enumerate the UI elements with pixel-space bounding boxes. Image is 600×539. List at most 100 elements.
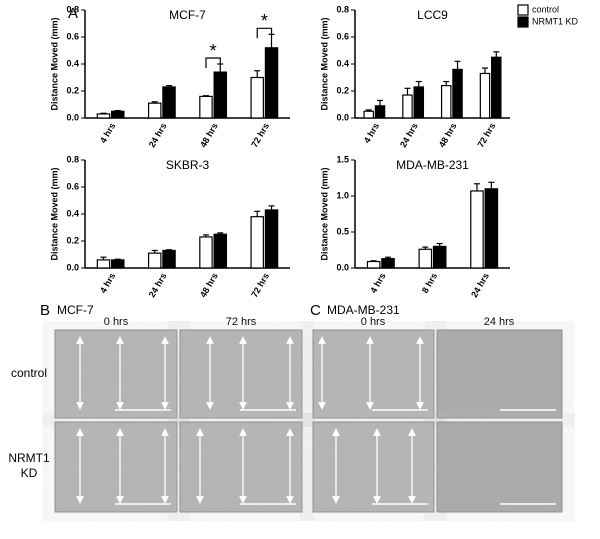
significance-mark: *	[261, 11, 268, 31]
bar	[162, 86, 176, 119]
bar	[213, 233, 228, 269]
x-tick-label: 24 hrs	[398, 121, 420, 149]
micrograph-texture	[313, 330, 434, 418]
significance-mark: *	[210, 41, 217, 61]
panel-label: C	[310, 302, 321, 319]
legend-swatch	[517, 4, 529, 16]
micrograph-texture	[55, 422, 177, 512]
y-tick-label: 0.4	[336, 58, 349, 68]
chart-title: SKBR-3	[166, 158, 210, 172]
bar	[199, 236, 213, 269]
bar	[162, 249, 176, 269]
bar	[418, 248, 433, 269]
y-tick-label: 0.0	[66, 112, 79, 122]
column-label: 0 hrs	[361, 316, 386, 328]
x-tick-label: 4 hrs	[368, 271, 387, 295]
y-tick-label: 0.8	[66, 154, 79, 164]
y-axis-label: Distance Moved (mm)	[49, 167, 59, 260]
panel-label: B	[40, 302, 50, 319]
micrograph-texture	[180, 422, 302, 512]
y-tick-label: 0.0	[66, 262, 79, 272]
bar	[264, 209, 279, 269]
x-tick-label: 48 hrs	[437, 121, 459, 149]
x-tick-label: 4 hrs	[98, 121, 117, 145]
bar	[199, 95, 213, 119]
bar	[452, 68, 463, 119]
bar	[264, 47, 279, 119]
x-tick-label: 72 hrs	[475, 121, 497, 149]
bar	[402, 94, 413, 119]
x-tick-label: 48 hrs	[198, 271, 220, 299]
bar	[491, 56, 502, 119]
bar	[111, 110, 125, 119]
y-axis-label: Distance Moved (mm)	[319, 17, 329, 110]
column-label: 72 hrs	[226, 316, 257, 328]
bar	[363, 110, 374, 119]
bar	[479, 72, 491, 119]
y-tick-label: 0.6	[336, 31, 349, 41]
row-label: control	[10, 366, 48, 380]
x-tick-label: 24 hrs	[469, 271, 491, 299]
bar	[250, 216, 264, 269]
y-tick-label: 0.0	[336, 262, 349, 272]
micrograph-texture	[437, 330, 562, 418]
y-tick-label: 0.6	[66, 31, 79, 41]
x-tick-label: 4 hrs	[362, 121, 381, 145]
column-label: 0 hrs	[104, 316, 129, 328]
bar	[413, 86, 425, 119]
micrograph-texture	[437, 422, 562, 512]
bar	[147, 102, 162, 119]
bar	[96, 113, 111, 119]
chart-title: MCF-7	[169, 8, 206, 22]
column-label: 24 hrs	[484, 316, 515, 328]
legend-label: NRMT1 KD	[532, 16, 579, 26]
y-tick-label: 0.2	[336, 85, 349, 95]
bar	[111, 259, 125, 269]
bar	[440, 84, 452, 119]
x-tick-label: 8 hrs	[420, 271, 439, 295]
legend-label: control	[532, 4, 559, 14]
significance-bracket	[205, 57, 221, 68]
x-tick-label: 72 hrs	[249, 121, 271, 149]
micrograph-texture	[313, 422, 434, 512]
x-tick-label: 72 hrs	[249, 271, 271, 299]
y-tick-label: 0.8	[336, 4, 349, 14]
bar	[381, 258, 395, 269]
significance-bracket	[256, 27, 273, 39]
y-tick-label: 0.2	[66, 235, 79, 245]
bar	[374, 105, 386, 119]
y-tick-label: 0.4	[66, 208, 79, 218]
chart-title: MDA-MB-231	[396, 158, 469, 172]
bar	[484, 188, 499, 269]
legend-swatch	[517, 16, 529, 28]
micrograph-texture	[55, 330, 177, 418]
x-tick-label: 24 hrs	[147, 121, 169, 149]
panel-title: MCF-7	[57, 303, 94, 317]
bar	[96, 259, 111, 269]
bar	[147, 252, 162, 269]
y-tick-label: 0.4	[66, 58, 79, 68]
y-tick-label: 0.8	[66, 4, 79, 14]
panel-title: MDA-MB-231	[327, 303, 400, 317]
row-label: NRMT1 KD	[8, 451, 50, 480]
y-tick-label: 0.2	[66, 85, 79, 95]
y-tick-label: 0.5	[336, 226, 349, 236]
panel-label: A	[68, 5, 78, 22]
bar	[250, 76, 264, 119]
x-tick-label: 48 hrs	[198, 121, 220, 149]
bar	[366, 260, 381, 269]
y-axis-label: Distance Moved (mm)	[49, 17, 59, 110]
x-tick-label: 24 hrs	[147, 271, 169, 299]
y-tick-label: 1.0	[336, 190, 349, 200]
micrograph-texture	[180, 330, 302, 418]
bar	[470, 190, 484, 269]
bar	[432, 245, 447, 269]
y-tick-label: 1.5	[336, 154, 349, 164]
bar	[213, 71, 228, 119]
y-tick-label: 0.0	[336, 112, 349, 122]
x-tick-label: 4 hrs	[98, 271, 117, 295]
y-tick-label: 0.6	[66, 181, 79, 191]
y-axis-label: Distance Moved (mm)	[319, 167, 329, 260]
